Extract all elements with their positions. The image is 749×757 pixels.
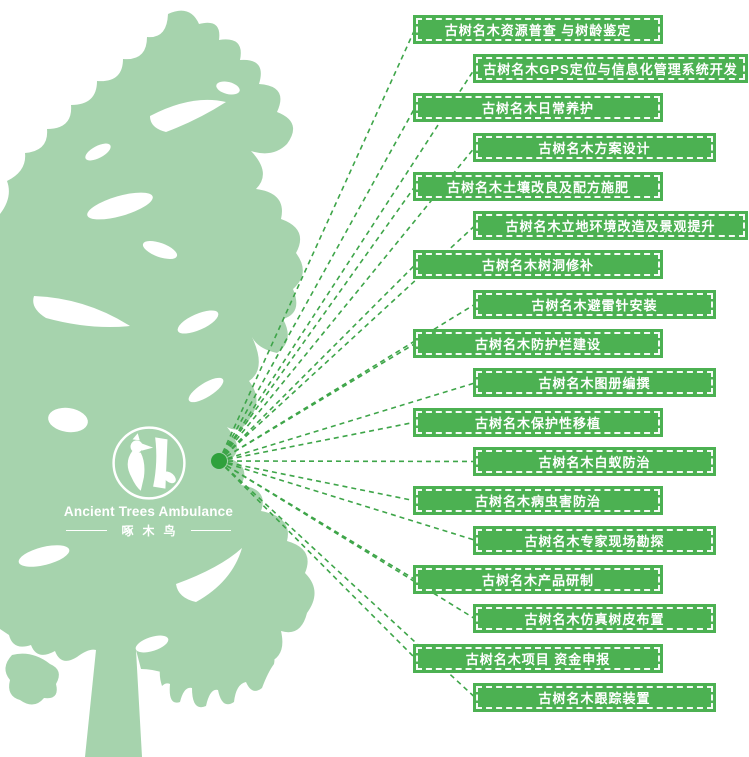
logo-subtitle-row: 啄木鸟 [66,522,232,539]
tree-crown-and-trunk [0,10,315,757]
service-label: 古树名木项目 资金申报 [416,646,660,670]
tree-left-foliage [5,653,59,705]
service-label: 古树名木方案设计 [476,135,713,159]
logo-tree-trunk [152,437,167,489]
logo: Ancient Trees Ambulance 啄木鸟 [63,424,234,539]
subtitle-rule-left [66,530,107,531]
connector-line [218,185,416,462]
logo-title: Ancient Trees Ambulance [63,504,234,519]
hub-dot [211,453,227,469]
service-label: 古树名木立地环境改造及景观提升 [476,214,745,238]
service-label: 古树名木病虫害防治 [416,489,660,513]
service-label: 古树名木跟踪装置 [476,685,713,709]
connector-line [218,28,416,462]
service-label: 古树名木土壤改良及配方施肥 [416,174,660,198]
service-label: 古树名木产品研制 [416,568,660,591]
connector-line [218,460,416,502]
tree-hanging-foliage [159,648,275,708]
service-label: 古树名木防护栏建设 [416,332,660,356]
connector-line [218,421,416,462]
tree-silhouette [0,10,315,757]
service-label: 古树名木避雷针安装 [476,292,713,316]
service-label: 古树名木保护性移植 [416,410,660,434]
connector-line [218,460,476,463]
connector-line [218,67,476,462]
connector-line [218,342,416,462]
connector-line [218,107,416,462]
service-label: 古树名木专家现场勘探 [476,528,713,552]
service-label: 古树名木日常养护 [416,96,660,120]
connector-line [218,264,416,462]
foliage-gaps [18,81,242,653]
woodpecker-logo-icon [111,426,186,500]
service-label: 古树名木仿真树皮布置 [476,607,713,631]
logo-subtitle: 啄木鸟 [121,524,185,538]
service-label: 古树名木树洞修补 [416,253,660,277]
connector-line [218,146,476,462]
connector-line [218,460,416,659]
subtitle-rule-right [190,530,232,531]
logo-leaf [162,471,176,484]
service-label: 古树名木白蚁防治 [476,450,713,473]
logo-bird [127,433,153,491]
service-label: 古树名木GPS定位与信息化管理系统开发 [476,56,745,80]
service-label: 古树名木图册编撰 [476,371,713,395]
service-label: 古树名木资源普查 与树龄鉴定 [416,17,660,41]
